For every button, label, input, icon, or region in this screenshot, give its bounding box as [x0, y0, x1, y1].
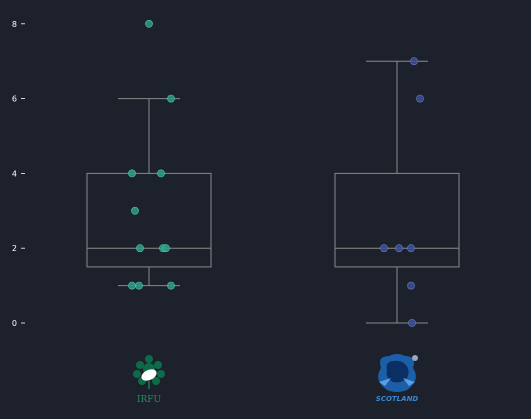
y-tick-label: 6 — [12, 95, 17, 104]
y-axis: 0 2 4 6 8 — [12, 20, 25, 328]
thistle-crest-icon — [378, 354, 418, 392]
data-point — [395, 244, 403, 253]
data-point — [145, 19, 153, 28]
data-point — [128, 169, 136, 178]
data-point — [157, 169, 165, 178]
data-point — [167, 94, 175, 103]
data-point — [416, 94, 424, 103]
box-iqr — [334, 172, 460, 268]
scotland-logo: SCOTLAND — [376, 354, 419, 403]
y-tick-label: 0 — [12, 319, 17, 328]
data-point — [407, 244, 415, 253]
scotland-logo-text: SCOTLAND — [376, 395, 419, 403]
box-group — [86, 19, 212, 290]
data-point — [408, 319, 416, 327]
data-point — [135, 281, 143, 290]
y-tick-label: 8 — [12, 20, 17, 29]
plot-area — [86, 19, 460, 327]
y-tick-label: 2 — [12, 244, 17, 253]
rugby-ball-icon — [141, 369, 157, 381]
y-tick-label: 4 — [12, 169, 17, 178]
data-point — [380, 244, 388, 253]
data-point — [128, 281, 136, 290]
data-point — [162, 244, 170, 253]
shamrock-icon — [133, 355, 165, 389]
data-point — [136, 244, 144, 253]
data-point — [410, 57, 418, 66]
data-point — [407, 281, 415, 290]
irfu-logo: IRFU — [133, 355, 165, 405]
box-group — [334, 57, 460, 327]
irfu-logo-text: IRFU — [137, 395, 162, 405]
data-point — [131, 206, 139, 215]
box-iqr — [86, 172, 212, 268]
data-point — [167, 281, 175, 290]
